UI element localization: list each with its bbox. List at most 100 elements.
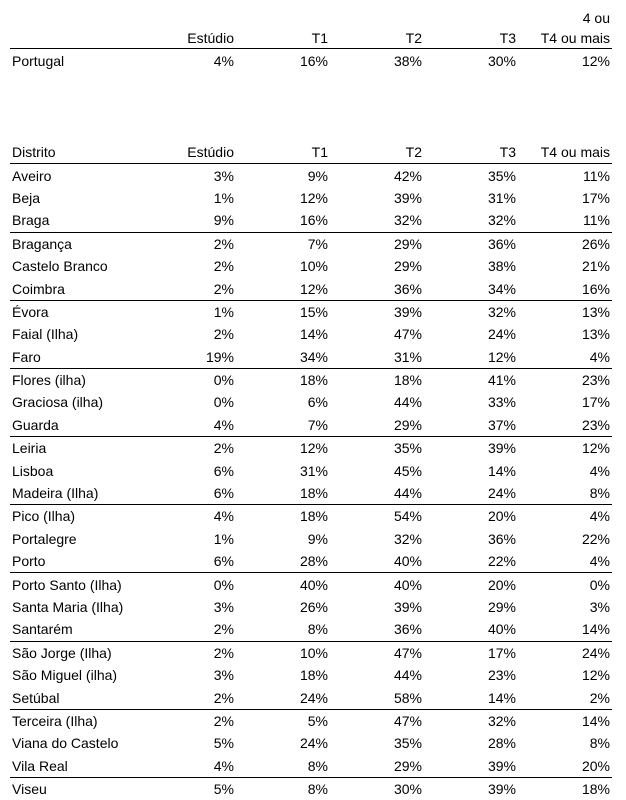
table-row: São Jorge (Ilha) 2% 10% 47% 17% 24% bbox=[10, 641, 612, 664]
percent-cell: 58% bbox=[330, 686, 424, 710]
table-row: Portalegre 1% 9% 32% 36% 22% bbox=[10, 528, 612, 550]
table-row: Lisboa 6% 31% 45% 14% 4% bbox=[10, 459, 612, 481]
percent-cell: 12% bbox=[299, 189, 328, 206]
percent-cell: 31% bbox=[330, 345, 424, 369]
percent-cell: 47% bbox=[393, 644, 422, 661]
summary-header-row-2: Estúdio T1 T2 T3 T4 ou mais bbox=[10, 28, 612, 49]
percent-cell: 36% bbox=[487, 235, 516, 252]
percent-cell: 32% bbox=[487, 303, 516, 320]
percent-cell: 5% bbox=[307, 712, 328, 729]
percent-cell: 4% bbox=[170, 754, 236, 778]
percent-cell: 36% bbox=[487, 530, 516, 547]
percent-cell: 18% bbox=[299, 372, 328, 389]
summary-table: 4 ou Estúdio T1 T2 T3 T4 ou mais Portuga… bbox=[10, 8, 612, 73]
percent-cell: 24% bbox=[236, 686, 330, 710]
percent-cell: 3% bbox=[213, 599, 234, 615]
percent-cell: 12% bbox=[299, 440, 328, 457]
district-name-cell: Leiria bbox=[12, 440, 47, 457]
summary-row-portugal: Portugal 4% 16% 38% 30% 12% bbox=[10, 49, 612, 74]
percent-cell: 34% bbox=[236, 345, 330, 369]
percent-cell: 16% bbox=[518, 277, 612, 301]
column-header: T4 ou mais bbox=[518, 141, 612, 165]
percent-cell: 21% bbox=[581, 258, 610, 275]
column-header: Distrito bbox=[10, 141, 170, 165]
district-name-cell: Viseu bbox=[12, 781, 47, 798]
percent-cell: 30% bbox=[393, 781, 422, 798]
percent-cell: 40% bbox=[424, 618, 518, 642]
percent-cell: 23% bbox=[518, 413, 612, 438]
district-name-cell: Porto Santo (Ilha) bbox=[12, 576, 122, 593]
percent-cell: 4% bbox=[518, 550, 612, 574]
summary-header-cell bbox=[10, 28, 170, 49]
percent-cell: 44% bbox=[393, 394, 422, 411]
percent-cell: 36% bbox=[330, 618, 424, 642]
percent-cell: 4% bbox=[589, 462, 610, 479]
percent-cell: 54% bbox=[393, 508, 422, 525]
summary-cell: Portugal bbox=[12, 53, 65, 69]
percent-cell: 35% bbox=[393, 735, 422, 752]
percent-cell: 6% bbox=[170, 481, 236, 506]
district-name-cell: Graciosa (ilha) bbox=[12, 394, 104, 411]
percent-cell: 44% bbox=[330, 481, 424, 506]
percent-cell: 24% bbox=[581, 644, 610, 661]
table-row: Faro 19% 34% 31% 12% 4% bbox=[10, 345, 612, 369]
table-row: Madeira (Ilha) 6% 18% 44% 24% 8% bbox=[10, 481, 612, 506]
percent-cell: 24% bbox=[424, 481, 518, 506]
percent-cell: 2% bbox=[170, 618, 236, 642]
summary-header-cell: 4 ou bbox=[582, 10, 610, 26]
district-table: Distrito Estúdio T1 T2 T3 T4 ou mais Ave… bbox=[10, 141, 612, 800]
percent-cell: 9% bbox=[307, 530, 328, 547]
percent-cell: 0% bbox=[213, 372, 234, 389]
table-row: Évora 1% 15% 39% 32% 13% bbox=[10, 300, 612, 323]
percent-cell: 20% bbox=[518, 754, 612, 778]
district-name-cell: Portalegre bbox=[12, 530, 77, 547]
percent-cell: 7% bbox=[307, 235, 328, 252]
table-row: Castelo Branco 2% 10% 29% 38% 21% bbox=[10, 255, 612, 277]
table-row: São Miguel (ilha) 3% 18% 44% 23% 12% bbox=[10, 664, 612, 686]
percent-cell: 39% bbox=[424, 754, 518, 778]
percent-cell: 4% bbox=[213, 508, 234, 525]
percent-cell: 2% bbox=[213, 258, 234, 275]
district-name-cell: Coimbra bbox=[10, 277, 170, 301]
district-name-cell: Porto bbox=[10, 550, 170, 574]
district-name-cell: Setúbal bbox=[10, 686, 170, 710]
percent-cell: 9% bbox=[170, 209, 236, 233]
district-name-cell: Faro bbox=[10, 345, 170, 369]
percent-cell: 28% bbox=[487, 735, 516, 752]
percent-cell: 8% bbox=[236, 754, 330, 778]
column-header: T2 bbox=[330, 141, 424, 165]
percent-cell: 29% bbox=[487, 599, 516, 615]
table-row: Graciosa (ilha) 0% 6% 44% 33% 17% bbox=[10, 391, 612, 413]
percent-cell: 2% bbox=[518, 686, 612, 710]
summary-cell: 16% bbox=[299, 53, 328, 69]
percent-cell: 24% bbox=[487, 326, 516, 343]
table-row: Viana do Castelo 5% 24% 35% 28% 8% bbox=[10, 732, 612, 754]
percent-cell: 39% bbox=[487, 781, 516, 798]
summary-header-row-1: 4 ou bbox=[10, 8, 612, 28]
percent-cell: 14% bbox=[299, 326, 328, 343]
summary-header-cell bbox=[424, 8, 518, 28]
percent-cell: 29% bbox=[330, 413, 424, 438]
percent-cell: 14% bbox=[518, 618, 612, 642]
percent-cell: 11% bbox=[518, 209, 612, 233]
percent-cell: 47% bbox=[393, 712, 422, 729]
percent-cell: 13% bbox=[581, 326, 610, 343]
percent-cell: 22% bbox=[424, 550, 518, 574]
district-name-cell: Faial (Ilha) bbox=[12, 326, 79, 343]
percent-cell: 2% bbox=[170, 686, 236, 710]
percent-cell: 42% bbox=[393, 167, 422, 184]
percent-cell: 32% bbox=[487, 712, 516, 729]
percent-cell: 32% bbox=[424, 209, 518, 233]
summary-header-cell: T1 bbox=[236, 28, 330, 49]
percent-cell: 39% bbox=[393, 189, 422, 206]
percent-cell: 31% bbox=[487, 189, 516, 206]
percent-cell: 3% bbox=[213, 167, 234, 184]
percent-cell: 2% bbox=[213, 326, 234, 343]
district-name-cell: São Miguel (ilha) bbox=[12, 667, 118, 684]
percent-cell: 5% bbox=[213, 735, 234, 752]
table-row: Guarda 4% 7% 29% 37% 23% bbox=[10, 413, 612, 438]
percent-cell: 36% bbox=[330, 277, 424, 301]
percent-cell: 17% bbox=[581, 394, 610, 411]
percent-cell: 4% bbox=[170, 413, 236, 438]
district-name-cell: Aveiro bbox=[12, 167, 52, 184]
